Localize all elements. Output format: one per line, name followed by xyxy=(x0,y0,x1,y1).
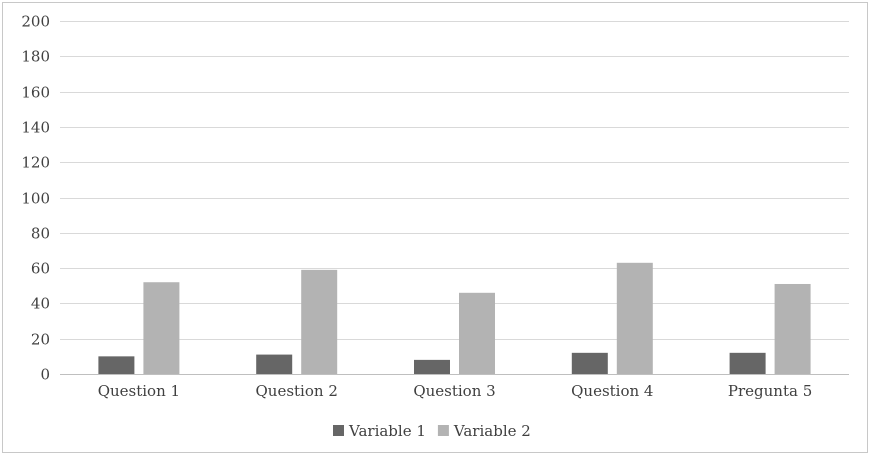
gridlines xyxy=(60,21,849,375)
bar-variable-1 xyxy=(256,354,293,374)
bar-variable-1 xyxy=(98,356,135,374)
x-category-label: Question 3 xyxy=(413,382,495,400)
x-axis-labels: Question 1 Question 2 Question 3 Question 4… xyxy=(98,382,813,400)
x-category-label: Pregunta 5 xyxy=(728,382,812,400)
y-tick-label: 80 xyxy=(31,225,50,243)
y-tick-label: 140 xyxy=(21,119,50,137)
bar-variable-2 xyxy=(301,269,338,374)
y-tick-label: 160 xyxy=(21,84,50,102)
y-tick-label: 40 xyxy=(31,295,50,313)
bar-variable-1 xyxy=(571,352,608,374)
bar-variable-2 xyxy=(459,292,495,374)
x-category-label: Question 2 xyxy=(256,382,338,400)
legend: Variable 1 Variable 2 xyxy=(333,422,531,440)
y-tick-label: 0 xyxy=(40,366,50,384)
y-tick-label: 100 xyxy=(21,190,50,208)
bar-variable-1 xyxy=(414,359,450,374)
legend-swatch xyxy=(437,425,449,436)
bar-variable-2 xyxy=(143,282,180,374)
legend-label: Variable 1 xyxy=(348,422,426,440)
y-tick-label: 180 xyxy=(21,48,50,66)
bars xyxy=(98,262,811,374)
legend-label: Variable 2 xyxy=(453,422,531,440)
y-tick-label: 20 xyxy=(31,331,50,349)
bar-variable-2 xyxy=(616,262,653,374)
y-tick-label: 120 xyxy=(21,154,50,172)
x-category-label: Question 4 xyxy=(571,382,653,400)
y-axis-ticks: 0 20 40 60 80 100 120 140 160 180 200 xyxy=(21,13,50,384)
bar-variable-2 xyxy=(774,283,811,374)
x-category-label: Question 1 xyxy=(98,382,180,400)
bar-variable-1 xyxy=(729,352,766,374)
legend-swatch xyxy=(333,425,344,436)
y-tick-label: 200 xyxy=(21,13,50,31)
y-tick-label: 60 xyxy=(31,260,50,278)
